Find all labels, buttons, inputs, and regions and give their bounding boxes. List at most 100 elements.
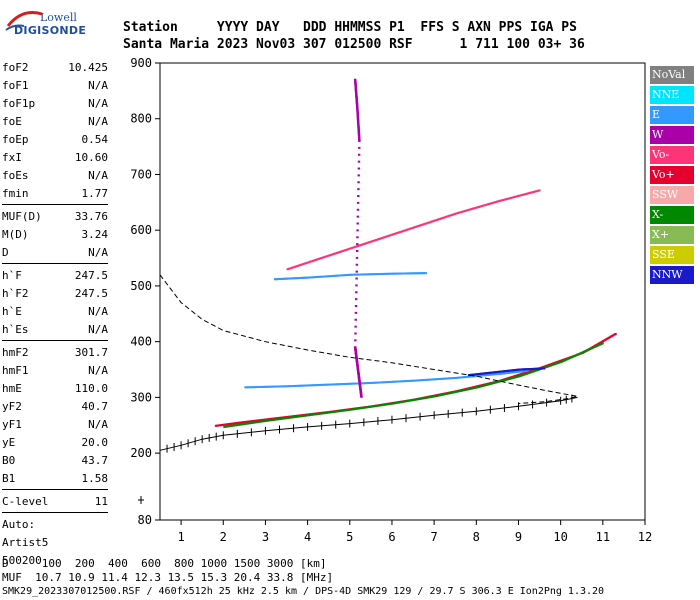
echo-mark	[505, 377, 509, 380]
echo-mark	[328, 254, 332, 257]
param-row: hmE 110.0	[2, 380, 108, 398]
echo-mark	[369, 273, 372, 276]
echo-mark	[590, 347, 593, 350]
echo-mark	[387, 272, 391, 275]
echo-mark	[357, 121, 360, 124]
echo-mark	[316, 276, 319, 279]
echo-mark	[391, 402, 395, 405]
echo-mark	[283, 417, 287, 420]
echo-mark	[294, 384, 298, 387]
echo-mark	[384, 235, 388, 238]
x-tick-label: 4	[304, 530, 311, 544]
echo-mark	[356, 229, 359, 232]
echo-mark	[279, 417, 282, 420]
echo-mark	[304, 384, 308, 387]
echo-mark	[470, 207, 474, 210]
echo-mark	[512, 196, 516, 199]
echo-mark	[358, 137, 361, 140]
echo-mark	[564, 357, 568, 360]
echo-mark	[346, 382, 350, 385]
y-tick-label: 900	[130, 56, 152, 70]
param-name: yF2	[2, 400, 22, 413]
echo-mark	[309, 384, 312, 387]
echo-mark	[325, 411, 329, 414]
echo-mark	[403, 229, 406, 232]
echo-mark	[400, 401, 403, 404]
echo-mark	[261, 420, 264, 423]
param-row: fmin 1.77	[2, 185, 108, 203]
x-tick-label: 1	[177, 530, 184, 544]
echo-mark	[493, 381, 496, 384]
echo-mark	[357, 195, 360, 198]
echo-mark	[358, 407, 361, 410]
echo-mark	[435, 378, 438, 381]
echo-mark	[318, 383, 322, 386]
echo-mark	[515, 375, 519, 378]
param-name: foF1p	[2, 97, 36, 110]
echo-mark	[519, 194, 523, 197]
echo-mark	[403, 400, 406, 403]
echo-mark	[376, 273, 379, 276]
echo-mark	[330, 253, 333, 256]
param-row: foEp 0.54	[2, 131, 108, 149]
param-name: C-level	[2, 495, 49, 508]
echo-mark	[488, 383, 492, 386]
echo-mark	[473, 375, 476, 378]
echo-mark	[266, 419, 270, 422]
echo-mark	[300, 384, 303, 387]
echo-mark	[345, 409, 348, 412]
echo-mark	[285, 416, 288, 419]
echo-mark	[368, 241, 371, 244]
echo-mark	[518, 194, 521, 197]
echo-mark	[293, 384, 296, 387]
echo-mark	[510, 377, 513, 380]
echo-mark	[280, 417, 284, 420]
footer-file-info: SMK29_2023307012500.RSF / 460fx512h 25 k…	[2, 586, 605, 597]
echo-mark	[550, 362, 554, 365]
echo-mark	[427, 378, 430, 381]
echo-mark	[290, 415, 294, 418]
echo-mark	[453, 376, 457, 379]
echo-mark	[357, 135, 361, 138]
echo-mark	[479, 384, 482, 387]
param-row: 500200	[2, 552, 108, 570]
echo-mark	[474, 386, 478, 389]
echo-mark	[567, 357, 571, 360]
echo-mark	[325, 383, 329, 386]
echo-mark	[556, 362, 559, 365]
echo-mark	[356, 243, 359, 246]
echo-mark	[491, 201, 495, 204]
echo-mark	[317, 275, 320, 278]
echo-mark	[337, 410, 340, 413]
echo-mark	[483, 374, 486, 377]
echo-mark	[355, 291, 358, 294]
echo-mark	[368, 382, 371, 385]
echo-mark	[532, 190, 535, 193]
echo-mark	[442, 393, 445, 396]
echo-mark	[223, 425, 226, 428]
echo-mark	[332, 383, 336, 386]
echo-mark	[327, 411, 330, 414]
echo-mark	[479, 385, 482, 388]
echo-mark	[386, 235, 389, 238]
echo-mark	[279, 385, 282, 388]
echo-mark	[563, 358, 566, 361]
echo-mark	[351, 408, 354, 411]
scaled-parameters-panel: foF2 10.425 foF1 N/A foF1p N/A foE N/A foEp 0.54 f…	[2, 59, 108, 570]
echo-mark	[577, 353, 580, 356]
echo-mark	[331, 411, 334, 414]
echo-mark	[344, 382, 347, 385]
echo-mark	[375, 404, 378, 407]
echo-mark	[377, 238, 381, 241]
echo-mark	[455, 212, 458, 215]
echo-mark	[445, 392, 448, 395]
echo-mark	[480, 385, 483, 388]
echo-mark	[370, 405, 374, 408]
echo-mark	[335, 383, 339, 386]
echo-mark	[462, 376, 465, 379]
echo-mark	[397, 231, 400, 234]
echo-mark	[289, 415, 292, 418]
echo-mark	[354, 318, 357, 321]
echo-mark	[491, 382, 495, 385]
echo-mark	[272, 385, 275, 388]
